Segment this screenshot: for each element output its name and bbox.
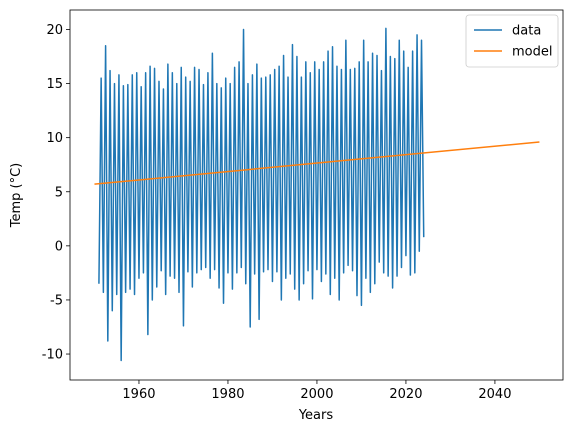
y-tick-label: 5 xyxy=(55,185,63,200)
y-tick-label: 15 xyxy=(46,77,63,92)
y-tick-label: -10 xyxy=(42,348,63,363)
legend-label: data xyxy=(512,24,541,39)
y-tick-label: 20 xyxy=(46,23,63,38)
legend-box xyxy=(465,14,559,68)
y-tick-label: 10 xyxy=(46,131,63,146)
x-axis-label: Years xyxy=(298,408,334,423)
plot-frame xyxy=(69,9,564,381)
legend-label: model xyxy=(512,45,552,60)
x-tick-label: 2020 xyxy=(389,387,422,402)
y-tick-label: 0 xyxy=(55,239,63,254)
y-tick-label: -5 xyxy=(50,293,63,308)
series-line xyxy=(94,141,540,185)
series-line xyxy=(98,27,425,362)
x-tick-label: 1960 xyxy=(122,387,155,402)
y-axis-label: Temp (°C) xyxy=(9,163,24,229)
x-tick-label: 2040 xyxy=(478,387,511,402)
x-tick-label: 1980 xyxy=(211,387,244,402)
x-tick-label: 2000 xyxy=(300,387,333,402)
